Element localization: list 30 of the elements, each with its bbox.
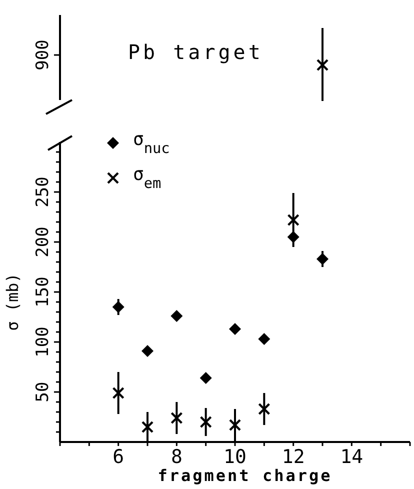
- point: [170, 412, 183, 424]
- point: [112, 301, 124, 313]
- point: [228, 418, 242, 432]
- x-tick-label: 14: [340, 446, 364, 468]
- x-tick-label: 12: [282, 446, 305, 468]
- point: [316, 253, 328, 265]
- y-tick-label: 200: [33, 226, 53, 258]
- point: [141, 420, 154, 434]
- point: [258, 333, 270, 345]
- point: [142, 345, 154, 357]
- y-tick-label: 50: [33, 382, 53, 402]
- point: [200, 372, 212, 384]
- text: Pb target: [128, 40, 264, 64]
- x-axis-title: fragment charge: [158, 466, 332, 485]
- point: [287, 214, 300, 226]
- y-tick-label: 150: [33, 276, 53, 308]
- point: [112, 386, 124, 400]
- legend-label: σ$_{nuc}$: [133, 129, 170, 157]
- x-tick-label: 10: [224, 446, 246, 468]
- point: [170, 310, 183, 322]
- x-tick-label: 8: [170, 446, 182, 468]
- y-axis-title: σ (mb): [3, 273, 22, 331]
- text: 900: [33, 40, 53, 70]
- legend-label: σ$_{em}$: [133, 164, 162, 192]
- x-tick-label: 6: [112, 446, 124, 468]
- point: [258, 402, 270, 416]
- point: [229, 323, 241, 335]
- y-tick-label: 250: [33, 176, 53, 208]
- y-tick-label: 100: [33, 326, 53, 358]
- point: [200, 416, 212, 428]
